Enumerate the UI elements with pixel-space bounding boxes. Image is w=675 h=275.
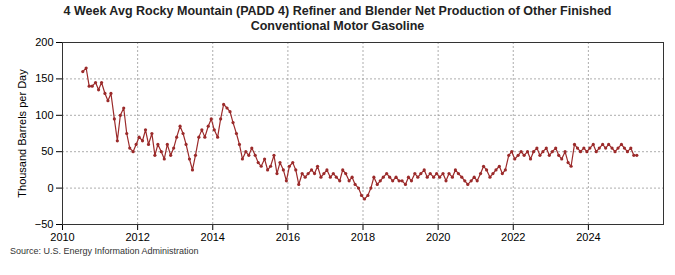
svg-text:100: 100 bbox=[35, 109, 53, 121]
svg-text:Thousand Barrels per Day: Thousand Barrels per Day bbox=[16, 69, 28, 198]
svg-text:150: 150 bbox=[35, 72, 53, 84]
svg-text:2018: 2018 bbox=[351, 231, 375, 243]
html-text:Source: U.S. Energy Informatio: Source: U.S. Energy Information Administ… bbox=[10, 246, 199, 256]
svg-text:2022: 2022 bbox=[501, 231, 525, 243]
svg-text:0: 0 bbox=[47, 182, 53, 194]
svg-text:2020: 2020 bbox=[426, 231, 450, 243]
svg-text:2014: 2014 bbox=[201, 231, 225, 243]
svg-text:2024: 2024 bbox=[576, 231, 600, 243]
svg-text:2016: 2016 bbox=[276, 231, 300, 243]
svg-text:50: 50 bbox=[41, 145, 53, 157]
svg-text:200: 200 bbox=[35, 36, 53, 48]
svg-text:2012: 2012 bbox=[125, 231, 149, 243]
html-text:4 Week Avg Rocky Mountain (PAD: 4 Week Avg Rocky Mountain (PADD 4) Refin… bbox=[63, 4, 612, 33]
svg-text:2010: 2010 bbox=[50, 231, 74, 243]
svg-text:−50: −50 bbox=[35, 218, 54, 230]
